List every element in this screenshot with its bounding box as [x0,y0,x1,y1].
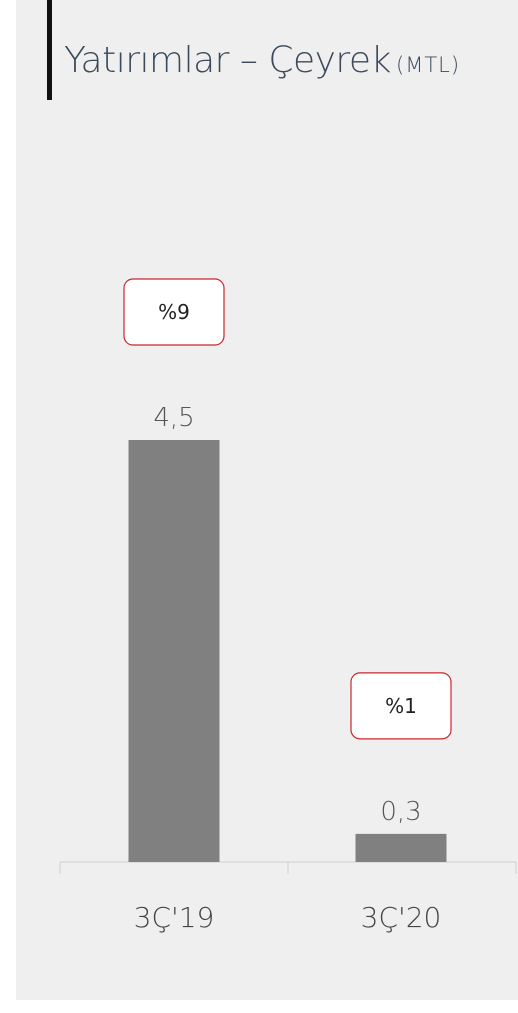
value-label-2: 0,3 [380,797,421,827]
bar-2 [355,833,447,862]
category-label-2: 3Ç'20 [361,901,442,934]
chart-title-text: Yatırımlar – Çeyrek [64,40,391,81]
chart-panel [16,0,518,1000]
share-badge-2 [350,672,452,740]
value-label-1: 4,5 [153,403,194,433]
share-badge-label-2: %1 [385,694,417,718]
bar-1 [128,440,220,862]
share-badge-label-1: %9 [158,300,190,324]
category-label-1: 3Ç'19 [134,901,215,934]
title-accent-bar [47,0,52,100]
share-badge-1 [123,278,225,346]
chart-title-unit: (MTL) [396,53,461,77]
chart-title: Yatırımlar – Çeyrek (MTL) [64,40,460,81]
